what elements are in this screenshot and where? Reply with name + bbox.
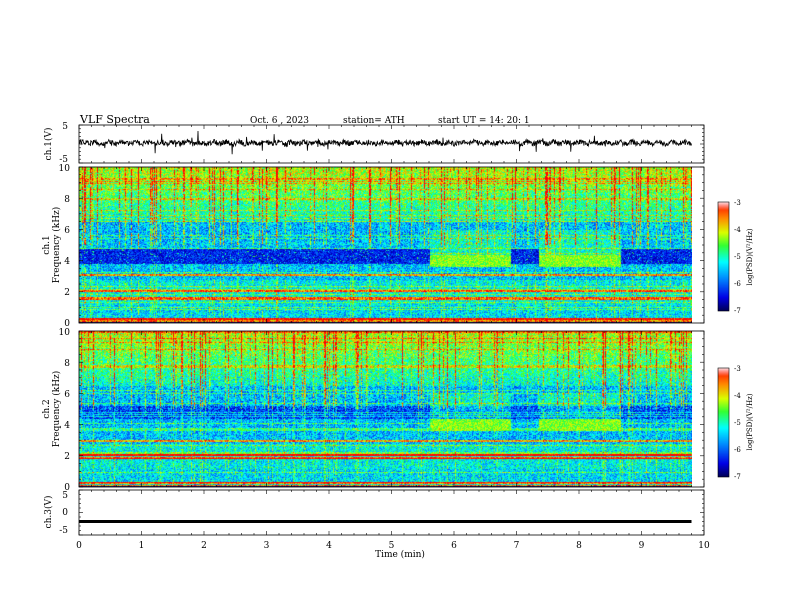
ch2-cb-tick: -6: [734, 446, 741, 454]
x-axis-label: Time (min): [375, 549, 425, 560]
x-tick-labels: 0 1 2 3 4 5 6 7 8 9 10: [76, 541, 710, 551]
ch2-spec-channel-label: ch.2: [42, 399, 52, 418]
ch2-spectrogram-image: [79, 331, 692, 487]
ch2-cb-tick: -3: [734, 365, 741, 373]
ch2-cb-tick: -7: [734, 473, 741, 481]
ch2-spec-ytick: 10: [59, 328, 71, 338]
x-tick-label: 3: [264, 541, 270, 551]
ch1-wave-ytick-minus5: -5: [59, 155, 68, 165]
ch2-cb-tick: -4: [734, 392, 741, 400]
tick-marks: [78, 124, 705, 536]
ch2-cb-tick: -5: [734, 419, 741, 427]
x-tick-label: 6: [451, 541, 457, 551]
ch2-spec-ytick: 4: [64, 421, 70, 431]
ch3-wave-ylabel: ch.3(V): [43, 496, 54, 529]
ch2-spec-ytick: 2: [64, 452, 70, 462]
x-tick-label: 2: [201, 541, 207, 551]
ch2-colorbar-image: [718, 368, 729, 477]
ch2-spec-ytick: 8: [64, 359, 70, 369]
date-label: Oct. 6 , 2023: [250, 116, 309, 126]
x-tick-label: 7: [514, 541, 520, 551]
x-tick-label: 8: [576, 541, 582, 551]
ch1-colorbar-label: log(PSD)(V²/Hz): [746, 228, 754, 285]
x-tick-label: 5: [389, 541, 395, 551]
ch1-spec-channel-label: ch.1: [42, 235, 52, 254]
ch1-cb-tick: -6: [734, 280, 741, 288]
x-tick-label: 9: [639, 541, 645, 551]
x-tick-label: 1: [139, 541, 145, 551]
ch1-wave-ylabel: ch.1(V): [43, 128, 54, 161]
ch1-cb-tick: -3: [734, 199, 741, 207]
ch1-spectrogram-image: [79, 167, 692, 323]
x-tick-label: 0: [76, 541, 82, 551]
x-tick-label: 4: [326, 541, 332, 551]
ch1-spec-ytick: 0: [64, 319, 70, 329]
ch3-wave-ytick-minus5: -5: [59, 526, 68, 536]
ch1-spec-ylabel: Frequency (kHz): [51, 207, 62, 284]
x-tick-label: 10: [698, 541, 710, 551]
ch1-colorbar-frame: [717, 201, 730, 312]
ch2-colorbar-frame: [717, 367, 730, 478]
station-label: station= ATH: [343, 116, 405, 126]
ch2-colorbar-ticks: -3 -4 -5 -6 -7: [734, 365, 741, 481]
ch1-spec-ytick: 8: [64, 195, 70, 205]
figure-title: VLF Spectra: [79, 113, 150, 126]
ch1-spec-ytick: 6: [64, 226, 70, 236]
ch1-cb-tick: -4: [734, 226, 741, 234]
ch1-wave-ytick-5: 5: [62, 122, 68, 132]
ch2-spec-ytick: 0: [64, 483, 70, 493]
ch3-wave-ytick-5: 5: [62, 491, 68, 501]
ch1-waveform-line: [78, 130, 692, 155]
ch1-spec-ytick: 2: [64, 288, 70, 298]
ch3-wave-ytick-0: 0: [62, 508, 68, 518]
ch2-spec-yticks: 0 2 4 6 8 10: [59, 328, 71, 493]
ch2-spec-ytick: 6: [64, 390, 70, 400]
ch1-colorbar-image: [718, 202, 729, 311]
ch1-cb-tick: -5: [734, 253, 741, 261]
ch1-cb-tick: -7: [734, 307, 741, 315]
ch1-spec-ytick: 4: [64, 257, 70, 267]
ch1-spec-ytick: 10: [59, 164, 71, 174]
ch1-spec-yticks: 0 2 4 6 8 10: [59, 164, 71, 329]
ch1-colorbar-ticks: -3 -4 -5 -6 -7: [734, 199, 741, 315]
ch2-colorbar-label: log(PSD)(V²/Hz): [746, 393, 754, 450]
ch3-waveform-frame: [78, 489, 705, 536]
ch2-spec-ylabel: Frequency (kHz): [51, 371, 62, 448]
start-ut-label: start UT = 14: 20: 1: [438, 116, 530, 126]
ch3-waveform-line: [79, 520, 692, 523]
